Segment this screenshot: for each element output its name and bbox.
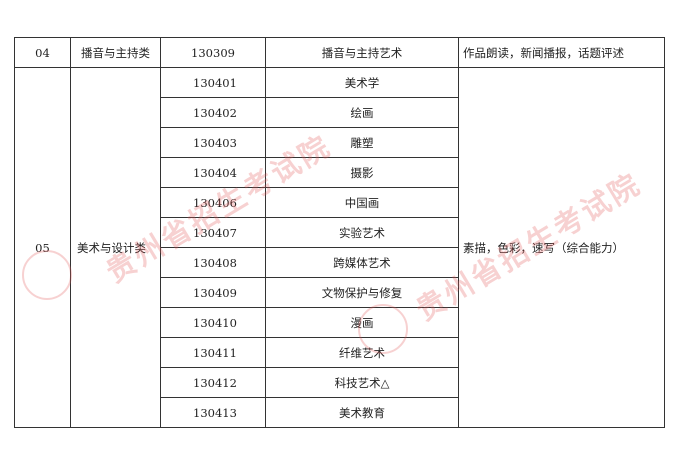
group-exam: 素描，色彩，速写（综合能力） bbox=[463, 241, 624, 255]
major-name: 科技艺术△ bbox=[334, 376, 390, 390]
major-code: 130404 bbox=[193, 166, 237, 180]
row-category: 播音与主持类 bbox=[81, 46, 150, 60]
major-code: 130409 bbox=[193, 286, 237, 300]
row-divider bbox=[15, 67, 664, 68]
major-code: 130413 bbox=[193, 406, 237, 420]
row-divider bbox=[161, 307, 459, 308]
row-divider bbox=[161, 337, 459, 338]
major-name: 纤维艺术 bbox=[339, 346, 385, 360]
major-code: 130403 bbox=[193, 136, 237, 150]
major-code: 130401 bbox=[193, 76, 237, 90]
majors-table: 04 播音与主持类 130309 播音与主持艺术 作品朗读，新闻播报，话题评述 … bbox=[14, 37, 665, 428]
row-divider bbox=[161, 367, 459, 368]
major-name: 摄影 bbox=[350, 166, 374, 180]
row-major: 播音与主持艺术 bbox=[321, 46, 403, 60]
row-divider bbox=[161, 217, 459, 218]
major-name: 美术学 bbox=[344, 76, 380, 90]
major-code: 130411 bbox=[193, 346, 237, 360]
major-name: 跨媒体艺术 bbox=[333, 256, 391, 270]
major-name: 文物保护与修复 bbox=[321, 286, 403, 300]
major-name: 实验艺术 bbox=[339, 226, 385, 240]
col-divider bbox=[458, 38, 459, 427]
major-code: 130408 bbox=[193, 256, 237, 270]
major-code: 130410 bbox=[193, 316, 237, 330]
row-divider bbox=[161, 397, 459, 398]
major-code: 130407 bbox=[193, 226, 237, 240]
row-exam: 作品朗读，新闻播报，话题评述 bbox=[463, 46, 624, 60]
row-code: 130309 bbox=[191, 46, 235, 60]
major-code: 130412 bbox=[193, 376, 237, 390]
major-name: 雕塑 bbox=[350, 136, 374, 150]
row-divider bbox=[161, 277, 459, 278]
major-name: 中国画 bbox=[344, 196, 380, 210]
row-divider bbox=[161, 247, 459, 248]
row-divider bbox=[161, 157, 459, 158]
group-index: 05 bbox=[35, 241, 50, 255]
major-name: 漫画 bbox=[350, 316, 374, 330]
major-code: 130402 bbox=[193, 106, 237, 120]
col-divider bbox=[70, 38, 71, 427]
row-divider bbox=[161, 97, 459, 98]
col-divider bbox=[160, 38, 161, 427]
col-divider bbox=[265, 38, 266, 427]
major-code: 130406 bbox=[193, 196, 237, 210]
major-name: 绘画 bbox=[350, 106, 374, 120]
group-category: 美术与设计类 bbox=[77, 241, 146, 255]
row-index: 04 bbox=[35, 46, 50, 60]
row-divider bbox=[161, 127, 459, 128]
row-divider bbox=[161, 187, 459, 188]
major-name: 美术教育 bbox=[339, 406, 385, 420]
